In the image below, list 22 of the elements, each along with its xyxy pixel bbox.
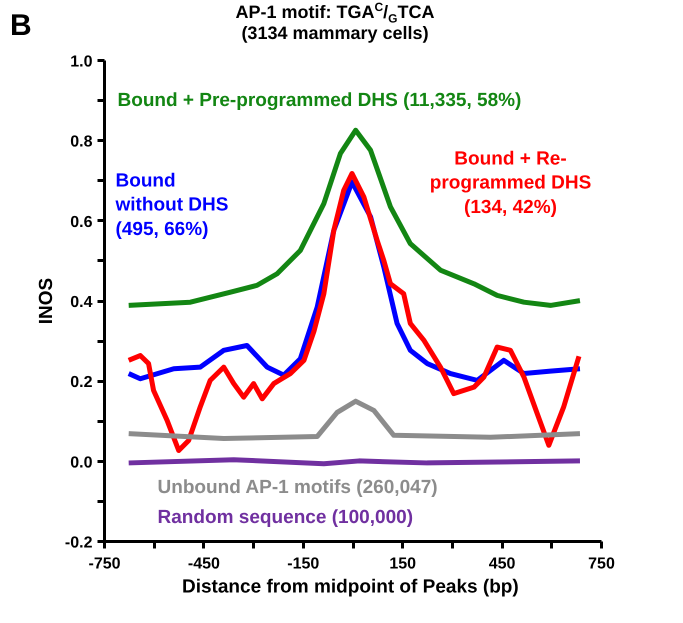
text: Unbound AP-1 motifs (260,047) xyxy=(158,477,438,498)
y-axis-title: INOS xyxy=(36,278,57,324)
text: Bound + Pre-programmed DHS (11,335, 58%) xyxy=(118,90,522,111)
y-tick-label: 0.8 xyxy=(70,134,93,151)
x-tick-label: -150 xyxy=(287,556,320,572)
y-tick-label: 0.6 xyxy=(70,214,93,231)
x-tick-label: 750 xyxy=(588,556,615,572)
x-tick-label: -750 xyxy=(88,556,121,572)
x-tick-label: 150 xyxy=(389,556,416,572)
text: Random sequence (100,000) xyxy=(158,507,414,528)
y-tick-label: 0.0 xyxy=(70,454,93,472)
y-tick-label: -0.2 xyxy=(64,534,93,552)
x-tick-label: -450 xyxy=(188,556,220,572)
chart-title: AP-1 motif: TGA$^{C}$/$_{G}$TCA (3134 mammary cells) xyxy=(235,0,435,43)
x-axis-title: Distance from midpoint of Peaks (bp) xyxy=(182,576,519,598)
text: Bound without DHS (495, 66%) xyxy=(114,170,228,240)
text: Bound + Re- programmed DHS (134, 42%) xyxy=(430,148,592,218)
y-tick-label: 0.2 xyxy=(70,374,93,392)
y-tick-label: 0.4 xyxy=(70,294,93,311)
y-tick-label: 1.0 xyxy=(70,54,93,70)
text: B xyxy=(10,9,32,42)
x-tick-label: 450 xyxy=(488,556,516,572)
